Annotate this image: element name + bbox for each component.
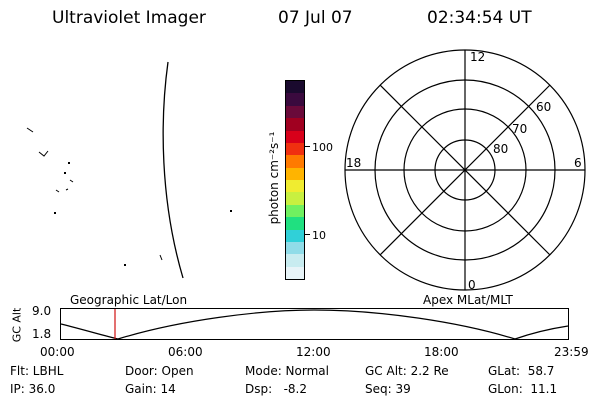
colorbar-segment: [286, 93, 304, 106]
image-speck: [55, 189, 60, 193]
colorbar-segment: [286, 130, 304, 143]
earth-limb-arc: [162, 61, 184, 279]
instrument-title: Ultraviolet Imager: [52, 8, 206, 28]
door-readout: Door: Open: [125, 364, 194, 378]
glon-readout: GLon: 11.1: [488, 382, 558, 396]
time-tick-1800: 18:00: [424, 345, 459, 359]
glat-readout: GLat: 58.7: [488, 364, 555, 378]
time-label: 02:34:54 UT: [427, 8, 532, 28]
auroral-image-panel: [26, 61, 232, 279]
image-speck: [26, 127, 34, 133]
timeline-y-max: 9.0: [32, 304, 52, 318]
gain-readout: Gain: 14: [125, 382, 176, 396]
time-tick-2359: 23:59: [554, 345, 589, 359]
colorbar-segment: [286, 241, 304, 255]
mlt-label-0: 0: [468, 278, 476, 292]
colorbar-tick: [305, 234, 310, 235]
ip-readout: IP: 36.0: [10, 382, 56, 396]
timeline-axis-title: GC Alt: [10, 307, 24, 343]
date-label: 07 Jul 07: [278, 8, 353, 28]
time-tick-1200: 12:00: [296, 345, 331, 359]
polar-diagonal: [379, 84, 551, 256]
dsp-readout: Dsp: -8.2: [245, 382, 308, 396]
colorbar-segment: [286, 217, 304, 230]
image-speck: [159, 254, 163, 261]
time-tick-0600: 06:00: [168, 345, 203, 359]
colorbar-unit-label: photon cm⁻²s⁻¹: [267, 131, 281, 225]
color-scale-bar: [285, 80, 305, 280]
apex-label: Apex MLat/MLT: [423, 293, 513, 307]
mlt-label-6: 6: [574, 156, 582, 170]
geographic-label: Geographic Lat/Lon: [70, 293, 188, 307]
colorbar-segment: [286, 229, 304, 242]
image-speck: [65, 188, 69, 191]
mode-readout: Mode: Normal: [245, 364, 329, 378]
colorbar-tick-100: 100: [312, 141, 333, 154]
gc-alt-readout: GC Alt: 2.2 Re: [365, 364, 449, 378]
colorbar-segment: [286, 254, 304, 267]
image-speck: [54, 212, 56, 214]
image-speck: [68, 162, 70, 164]
time-tick-0000: 00:00: [40, 345, 75, 359]
colorbar-segment: [286, 105, 304, 119]
colorbar-segment: [286, 81, 304, 94]
colorbar-segment: [286, 167, 304, 180]
mlat-label-80: 80: [493, 142, 508, 156]
timeline-y-min: 1.8: [32, 327, 52, 341]
colorbar-segment: [286, 155, 304, 168]
timeline-frame: [60, 308, 569, 340]
image-speck: [124, 264, 126, 266]
colorbar-segment: [286, 204, 304, 218]
filter-readout: Flt: LBHL: [10, 364, 64, 378]
mlt-label-12: 12: [470, 50, 485, 64]
mlat-label-70: 70: [512, 122, 527, 136]
colorbar-tick: [305, 146, 310, 147]
altitude-curve: [60, 309, 569, 340]
image-speck: [69, 179, 74, 183]
colorbar-segment: [286, 142, 304, 156]
colorbar-segment: [286, 180, 304, 193]
colorbar-segment: [286, 118, 304, 131]
polar-grid: 12 18 6 0 60 70 80: [344, 49, 586, 292]
altitude-timeline-plot: [60, 308, 569, 340]
image-speck: [64, 172, 66, 174]
mlt-label-18: 18: [346, 156, 361, 170]
mlat-label-60: 60: [536, 100, 551, 114]
colorbar-segment: [286, 266, 304, 279]
colorbar-tick-10: 10: [312, 229, 326, 242]
seq-readout: Seq: 39: [365, 382, 411, 396]
colorbar-segment: [286, 192, 304, 205]
image-speck: [230, 210, 232, 212]
image-speck: [38, 150, 49, 157]
